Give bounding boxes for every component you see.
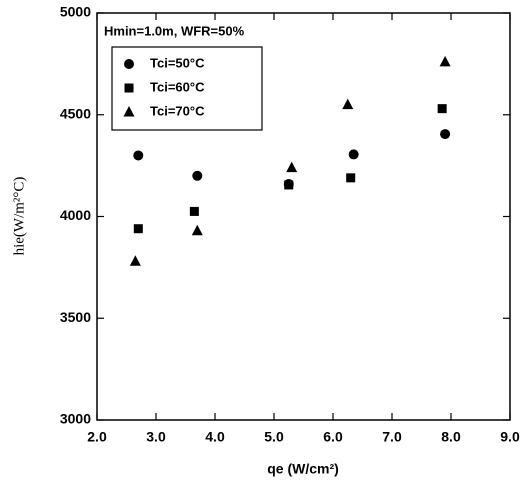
marker — [133, 150, 144, 161]
x-tick-label: 2.0 — [87, 429, 107, 445]
marker — [123, 106, 135, 117]
y-tick-label: 3500 — [60, 309, 91, 325]
marker — [129, 255, 141, 266]
x-tick-label: 8.0 — [441, 429, 461, 445]
marker — [124, 59, 134, 69]
y-axis-label: hie(W/m²°C) — [11, 177, 27, 256]
x-tick-label: 3.0 — [146, 429, 166, 445]
marker — [192, 170, 203, 181]
annotation: Hmin=1.0m, WFR=50% — [104, 23, 245, 38]
legend-box — [111, 46, 263, 131]
y-tick-label: 4500 — [60, 105, 91, 121]
marker — [439, 55, 451, 67]
legend-label: Tci=50°C — [150, 55, 205, 70]
marker — [284, 180, 294, 190]
legend-label: Tci=60°C — [150, 79, 205, 94]
marker — [342, 98, 354, 110]
x-tick-label: 5.0 — [264, 429, 284, 445]
plot-frame — [96, 12, 511, 421]
x-tick-label: 4.0 — [205, 429, 225, 445]
y-tick-label: 4000 — [60, 207, 91, 223]
marker — [346, 173, 356, 183]
x-tick-label: 6.0 — [323, 429, 343, 445]
marker — [189, 206, 199, 216]
x-tick-label: 7.0 — [382, 429, 402, 445]
marker — [348, 149, 359, 160]
marker — [124, 83, 134, 93]
marker — [133, 224, 143, 234]
marker — [437, 104, 447, 114]
legend-label: Tci=70°C — [150, 103, 205, 118]
marker — [286, 161, 298, 173]
marker — [191, 224, 203, 236]
y-tick-label: 5000 — [60, 4, 91, 20]
marker — [440, 129, 451, 140]
x-tick-label: 9.0 — [500, 429, 520, 445]
y-tick-label: 3000 — [60, 411, 91, 427]
x-axis-label: qe (W/cm²) — [267, 461, 339, 477]
